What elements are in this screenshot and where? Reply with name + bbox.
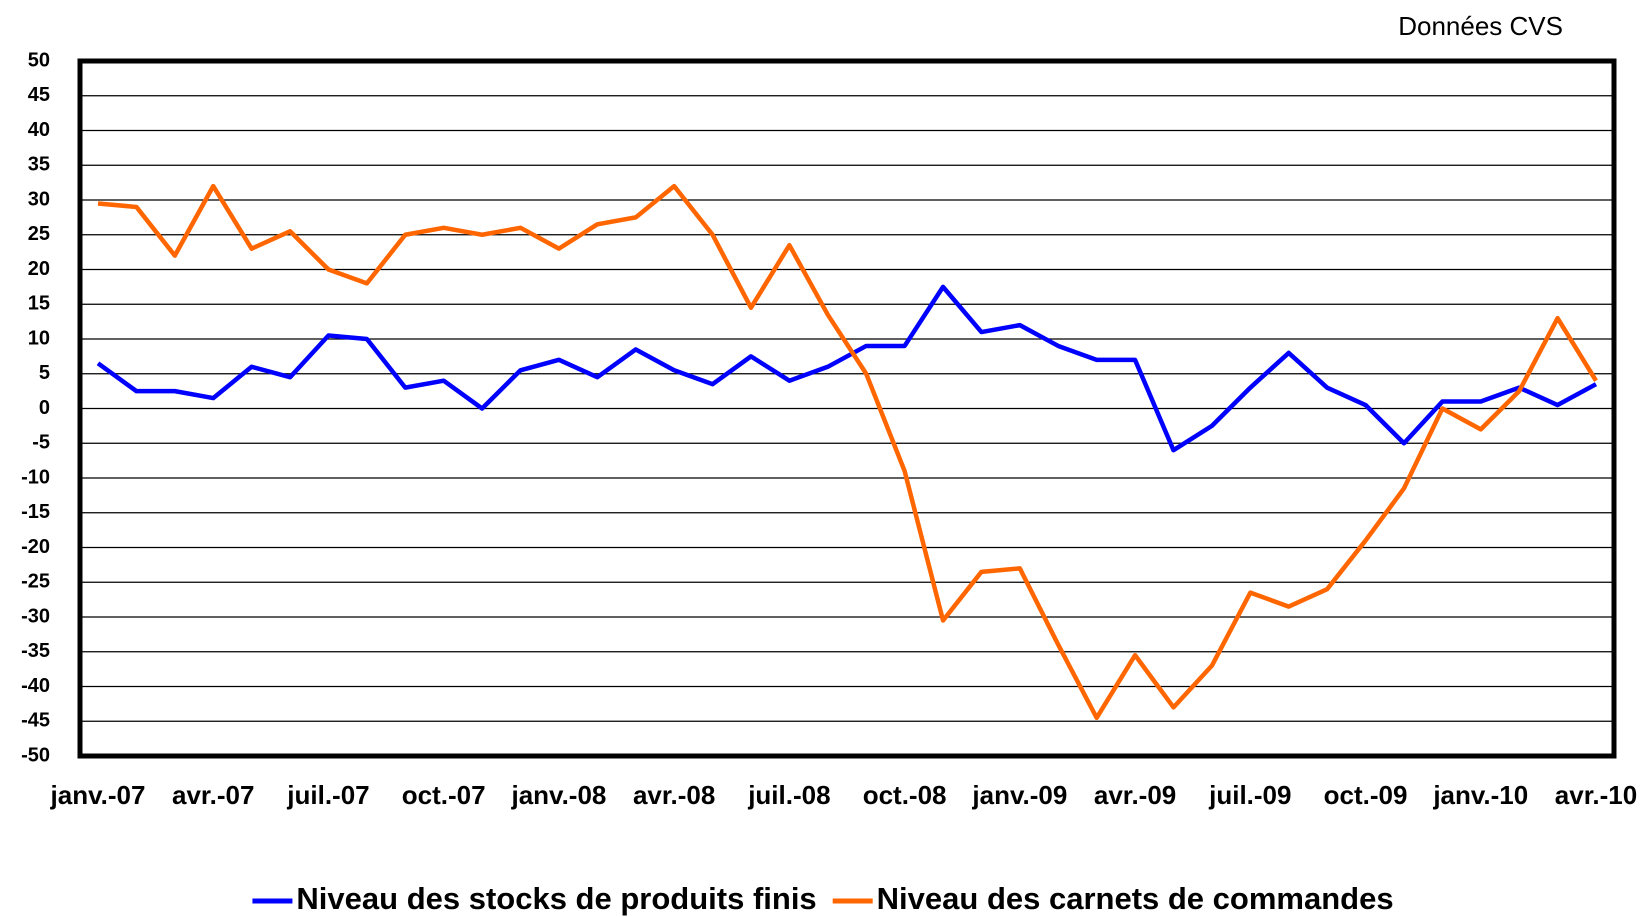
legend-label: Niveau des carnets de commandes bbox=[877, 881, 1394, 916]
y-tick-label: 25 bbox=[28, 223, 50, 245]
y-tick-label: -15 bbox=[21, 501, 50, 523]
y-tick-label: -40 bbox=[21, 675, 50, 697]
y-tick-label: 40 bbox=[28, 119, 50, 141]
y-tick-label: -25 bbox=[21, 571, 50, 593]
x-tick-label: juil.-08 bbox=[747, 780, 830, 810]
x-tick-label: avr.-07 bbox=[172, 780, 254, 810]
series-line bbox=[97, 183, 1598, 721]
y-tick-label: 10 bbox=[28, 327, 50, 349]
y-tick-label: 20 bbox=[28, 258, 50, 280]
y-tick-label: -50 bbox=[21, 744, 50, 766]
x-tick-label: oct.-07 bbox=[402, 780, 486, 810]
x-tick-label: oct.-09 bbox=[1324, 780, 1408, 810]
y-tick-label: -30 bbox=[21, 605, 50, 627]
y-tick-label: -45 bbox=[21, 710, 50, 732]
y-tick-label: -20 bbox=[21, 536, 50, 558]
x-tick-label: juil.-09 bbox=[1208, 780, 1291, 810]
y-tick-label: -5 bbox=[32, 432, 50, 454]
y-tick-label: -10 bbox=[21, 466, 50, 488]
series-line bbox=[96, 284, 1598, 453]
y-tick-label: -35 bbox=[21, 640, 50, 662]
x-tick-label: avr.-10 bbox=[1555, 780, 1637, 810]
x-tick-label: avr.-08 bbox=[633, 780, 715, 810]
y-tick-label: 35 bbox=[28, 154, 50, 176]
annotation: Données CVS bbox=[1398, 11, 1563, 41]
x-tick-label: janv.-08 bbox=[510, 780, 606, 810]
x-tick-label: juil.-07 bbox=[286, 780, 369, 810]
y-tick-label: 50 bbox=[28, 49, 50, 71]
legend-label: Niveau des stocks de produits finis bbox=[296, 881, 816, 916]
y-tick-label: 15 bbox=[28, 293, 50, 315]
y-tick-label: 5 bbox=[39, 362, 50, 384]
x-tick-label: janv.-10 bbox=[1432, 780, 1528, 810]
y-tick-label: 45 bbox=[28, 84, 50, 106]
x-tick-label: avr.-09 bbox=[1094, 780, 1176, 810]
x-tick-label: oct.-08 bbox=[863, 780, 947, 810]
x-tick-label: janv.-07 bbox=[50, 780, 146, 810]
y-tick-label: 0 bbox=[39, 397, 50, 419]
y-tick-label: 30 bbox=[28, 188, 50, 210]
x-tick-label: janv.-09 bbox=[971, 780, 1067, 810]
plot-frame bbox=[77, 58, 1617, 759]
